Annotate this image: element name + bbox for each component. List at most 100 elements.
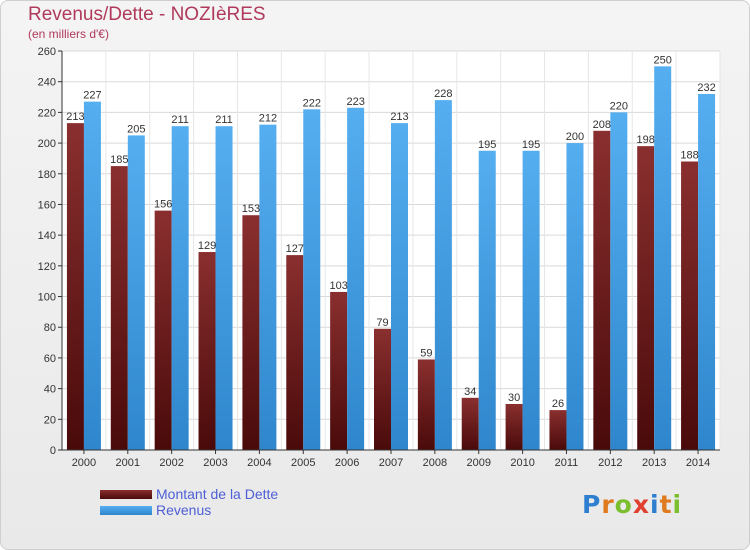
data-label-revenus-2013: 250 [654, 54, 672, 66]
x-tick-label-2012: 2012 [598, 457, 622, 469]
legend-label-revenus: Revenus [156, 502, 212, 518]
y-tick-label: 0 [50, 445, 56, 457]
y-tick-label: 100 [38, 292, 56, 304]
data-label-revenus-2008: 228 [434, 88, 452, 100]
data-label-revenus-2002: 211 [171, 114, 189, 126]
bar-dette-2006 [330, 291, 348, 450]
data-label-revenus-2003: 211 [215, 114, 233, 126]
y-tick-label: 200 [38, 138, 56, 150]
x-tick-label-2000: 2000 [72, 457, 96, 469]
data-label-dette-2014: 188 [680, 149, 698, 161]
data-label-dette-2010: 30 [508, 392, 520, 404]
legend-swatch-revenus [100, 505, 152, 515]
chart-subtitle: (en milliers d'€) [28, 27, 109, 41]
data-label-dette-2009: 34 [464, 386, 476, 398]
bar-revenus-2014 [698, 93, 716, 450]
bar-dette-2004 [242, 215, 260, 450]
data-label-dette-2011: 26 [552, 398, 564, 410]
data-label-dette-2001: 185 [110, 154, 128, 166]
proxiti-logo: Proxiti [582, 490, 683, 519]
data-label-revenus-2004: 212 [259, 113, 277, 125]
x-tick-label-2010: 2010 [510, 457, 534, 469]
data-label-revenus-2006: 223 [346, 96, 364, 108]
bar-dette-2001 [110, 166, 128, 450]
data-label-dette-2008: 59 [420, 347, 432, 359]
y-tick-label: 40 [44, 384, 56, 396]
bar-dette-2011 [549, 410, 567, 450]
y-tick-label: 140 [38, 230, 56, 242]
bar-dette-2010 [505, 403, 523, 450]
data-label-dette-2012: 208 [593, 119, 611, 131]
bar-revenus-2001 [127, 135, 145, 450]
bar-dette-2007 [374, 328, 391, 450]
x-tick-label-2007: 2007 [379, 457, 403, 469]
bar-revenus-2009 [478, 150, 496, 450]
bar-revenus-2007 [391, 123, 408, 450]
bar-dette-2005 [286, 255, 304, 450]
bar-revenus-2012 [610, 112, 628, 450]
bar-dette-2002 [154, 210, 172, 450]
data-label-revenus-2009: 195 [478, 139, 496, 151]
data-label-dette-2002: 156 [154, 199, 172, 211]
legend-item-revenus: Revenus [100, 502, 278, 518]
legend: Montant de la Dette Revenus [100, 486, 278, 518]
y-tick-label: 60 [44, 353, 56, 365]
x-tick-label-2014: 2014 [686, 457, 710, 469]
bar-dette-2012 [593, 130, 611, 451]
x-tick-label-2003: 2003 [203, 457, 227, 469]
bar-revenus-2002 [171, 126, 189, 450]
bar-dette-2009 [461, 397, 479, 450]
x-tick-label-2006: 2006 [335, 457, 359, 469]
bar-dette-2000 [66, 123, 84, 450]
data-label-dette-2006: 103 [329, 280, 347, 292]
x-tick-label-2009: 2009 [466, 457, 490, 469]
chart-title: Revenus/Dette - NOZIèRES [28, 4, 266, 25]
data-label-dette-2013: 198 [637, 134, 655, 146]
bar-dette-2013 [637, 146, 655, 450]
y-tick-label: 160 [38, 199, 56, 211]
bar-dette-2014 [681, 161, 699, 450]
x-tick-label-2011: 2011 [555, 457, 579, 469]
bar-revenus-2003 [215, 126, 233, 450]
bar-revenus-2005 [303, 109, 321, 451]
y-tick-label: 180 [38, 169, 56, 181]
legend-swatch-debt [100, 489, 152, 499]
data-label-revenus-2007: 213 [390, 111, 408, 123]
data-label-revenus-2005: 222 [303, 97, 321, 109]
data-label-revenus-2001: 205 [127, 123, 145, 135]
data-label-revenus-2014: 232 [697, 82, 715, 94]
bar-revenus-2004 [259, 124, 277, 451]
bar-revenus-2008 [434, 100, 452, 450]
x-tick-label-2013: 2013 [642, 457, 666, 469]
y-tick-label: 220 [38, 107, 56, 119]
x-tick-label-2008: 2008 [423, 457, 447, 469]
bar-revenus-2006 [347, 107, 365, 451]
bar-revenus-2011 [566, 143, 584, 451]
legend-label-debt: Montant de la Dette [156, 486, 279, 502]
data-label-revenus-2000: 227 [83, 90, 101, 102]
data-label-revenus-2011: 200 [566, 131, 584, 143]
y-tick-label: 240 [38, 77, 56, 89]
data-label-dette-2003: 129 [198, 240, 216, 252]
data-label-dette-2004: 153 [242, 203, 260, 215]
bar-dette-2003 [198, 252, 216, 450]
data-label-dette-2005: 127 [286, 243, 304, 255]
data-label-revenus-2010: 195 [522, 139, 540, 151]
bar-dette-2008 [417, 359, 435, 450]
data-label-dette-2007: 79 [376, 317, 388, 329]
data-label-dette-2000: 213 [66, 111, 84, 123]
bar-revenus-2013 [654, 66, 672, 450]
x-tick-label-2005: 2005 [291, 457, 315, 469]
x-tick-label-2001: 2001 [116, 457, 140, 469]
bar-revenus-2010 [522, 150, 540, 450]
y-tick-label: 80 [44, 322, 56, 334]
bar-revenus-2000 [83, 101, 101, 451]
x-tick-label-2004: 2004 [247, 457, 271, 469]
y-tick-label: 260 [38, 46, 56, 58]
legend-item-debt: Montant de la Dette [100, 486, 278, 502]
y-tick-label: 120 [38, 261, 56, 273]
data-label-revenus-2012: 220 [610, 100, 628, 112]
x-tick-label-2002: 2002 [159, 457, 183, 469]
y-tick-label: 20 [44, 414, 56, 426]
